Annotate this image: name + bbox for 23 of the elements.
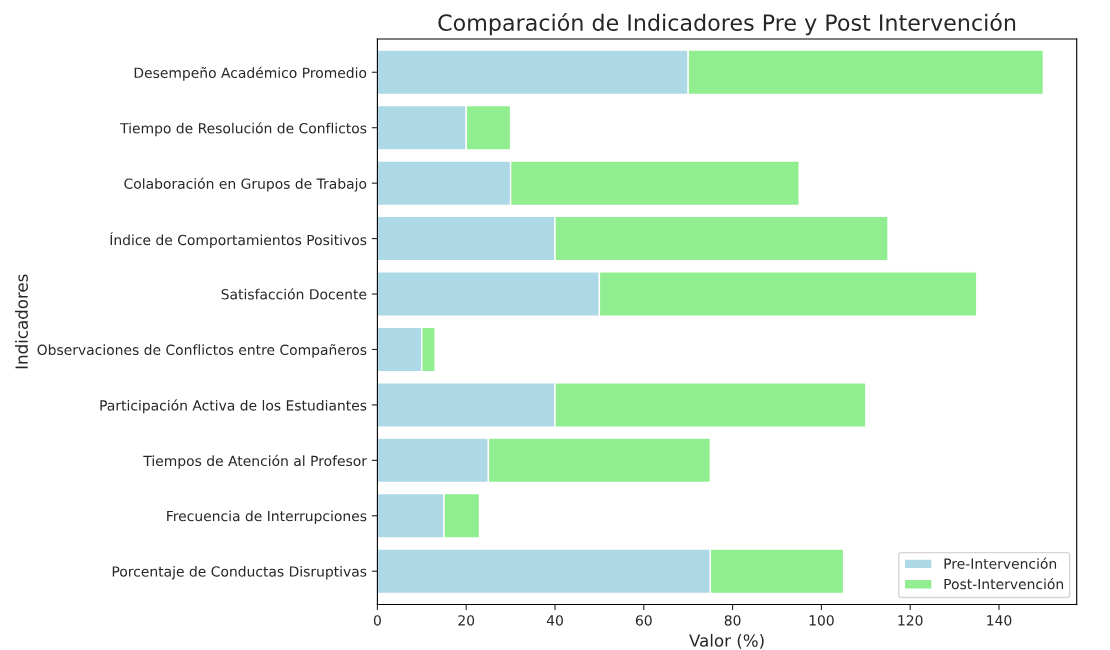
x-tick-label: 40 <box>546 615 563 626</box>
legend-label: Pre-Intervención <box>944 557 1057 569</box>
y-tick-label: Porcentaje de Conductas Disruptivas <box>112 565 367 580</box>
x-tick-label: 80 <box>724 615 741 626</box>
y-tick-label: Tiempo de Resolución de Conflictos <box>120 122 367 137</box>
y-tick-label: Observaciones de Conflictos entre Compañeros <box>37 344 367 358</box>
y-tick-label: Colaboración en Grupos de Trabajo <box>124 177 367 192</box>
x-tick-label: 120 <box>898 615 923 626</box>
x-tick-label: 0 <box>373 615 381 626</box>
y-tick-label: Desempeño Académico Promedio <box>134 66 367 81</box>
y-tick-label: Frecuencia de Interrupciones <box>167 510 367 524</box>
chart-title: Comparación de Indicadores Pre y Post Intervención <box>438 12 1016 36</box>
x-axis-title: Valor (%) <box>689 633 764 649</box>
y-tick-label: Satisfacción Docente <box>221 288 367 300</box>
x-tick-label: 20 <box>458 615 475 626</box>
y-axis-title: Indicadores <box>15 274 28 369</box>
x-tick-label: 100 <box>809 615 834 626</box>
x-tick-label: 140 <box>987 615 1012 626</box>
legend-label: Post-Intervención <box>944 578 1064 590</box>
x-tick-label: 60 <box>635 615 652 626</box>
y-tick-label: Índice de Comportamientos Positivos <box>110 232 367 248</box>
y-tick-label: Tiempos de Atención al Profesor <box>143 454 367 469</box>
y-tick-label: Participación Activa de los Estudiantes <box>100 399 367 414</box>
